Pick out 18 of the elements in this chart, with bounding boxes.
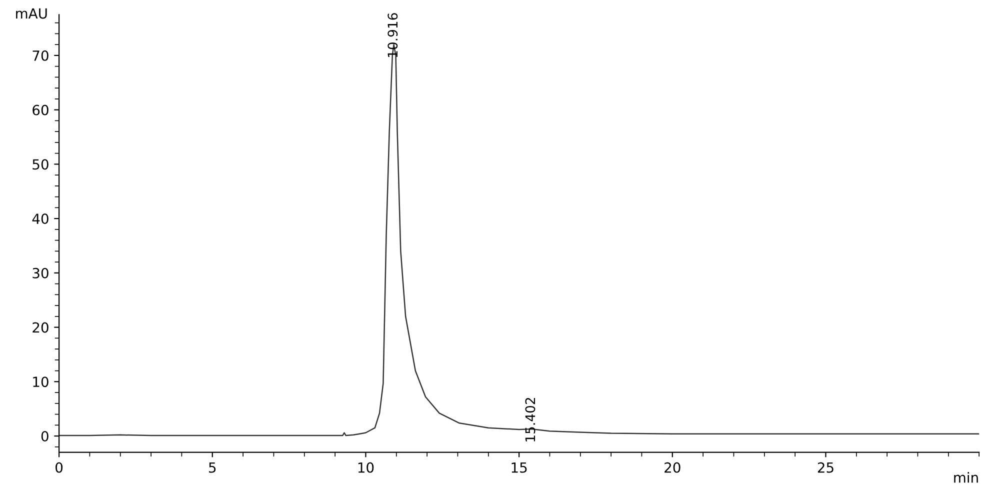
x-axis-title: min [954, 472, 978, 483]
y-tick-label: 40 [32, 214, 48, 224]
y-tick-label: 60 [32, 104, 48, 116]
y-tick-label: 30 [32, 268, 48, 278]
x-tick-label: 5 [209, 462, 216, 473]
x-tick-label: 0 [56, 462, 63, 473]
y-axis-title: mAU [16, 8, 47, 19]
y-tick-label: 10 [33, 376, 48, 388]
y-tick-label: 70 [32, 50, 48, 61]
y-tick-label: 20 [32, 322, 48, 333]
x-tick-label: 15 [512, 462, 527, 473]
y-tick-label: 50 [32, 159, 48, 170]
x-tick-label: 10 [358, 462, 374, 473]
annotation: 15.402 [525, 398, 536, 442]
x-tick-label: 25 [818, 462, 834, 473]
y-tick-label: 0 [41, 430, 48, 442]
annotation: 10.916 [388, 13, 398, 58]
x-tick-label: 20 [664, 462, 680, 473]
